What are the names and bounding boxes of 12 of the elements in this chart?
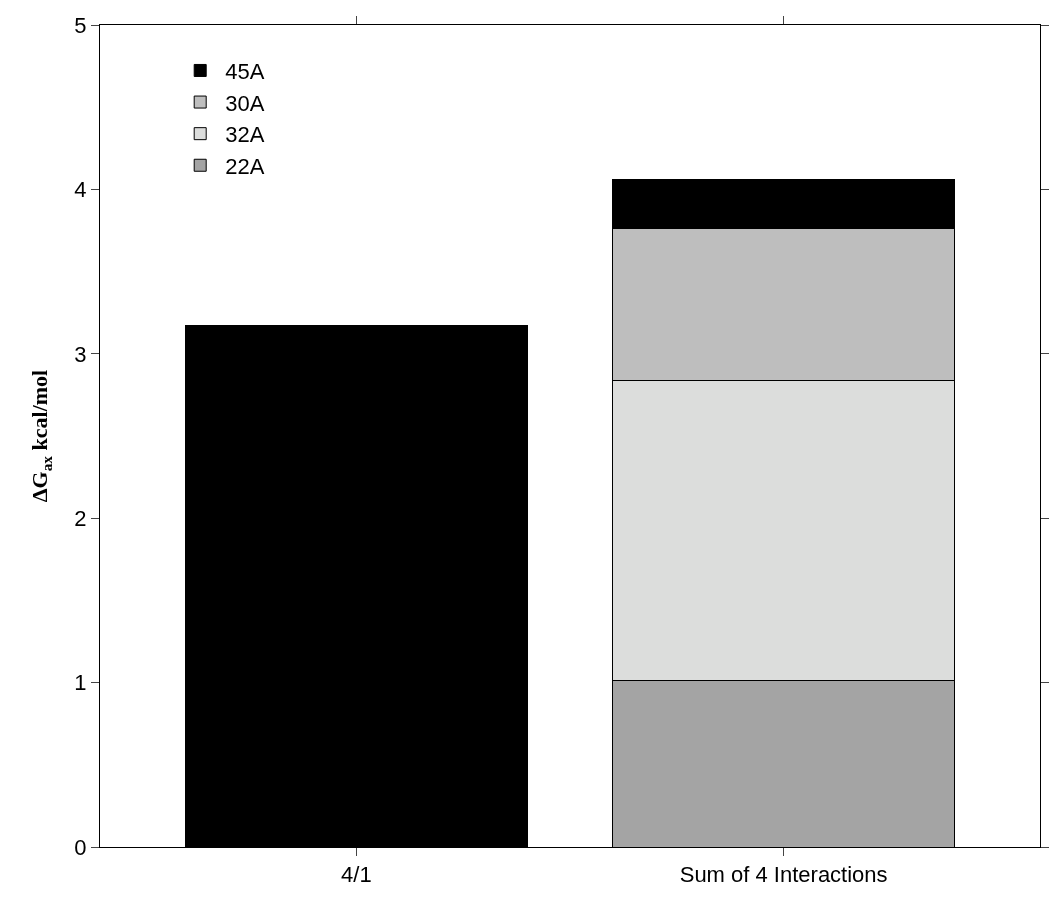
legend-label: 30A xyxy=(225,90,265,116)
y-tick-label: 4 xyxy=(74,177,87,203)
y-tick-label: 2 xyxy=(74,505,87,531)
legend-label: 22A xyxy=(225,153,265,179)
x-tick-label: Sum of 4 Interactions xyxy=(679,862,888,888)
y-tick-label: 3 xyxy=(74,341,87,367)
y-tick-label: 0 xyxy=(74,834,87,860)
y-tick-label: 1 xyxy=(74,670,87,696)
legend-label: 45A xyxy=(225,59,265,85)
x-tick-label: 4/1 xyxy=(341,862,372,888)
y-tick-label: 5 xyxy=(74,12,87,38)
legend-label: 32A xyxy=(225,122,265,148)
